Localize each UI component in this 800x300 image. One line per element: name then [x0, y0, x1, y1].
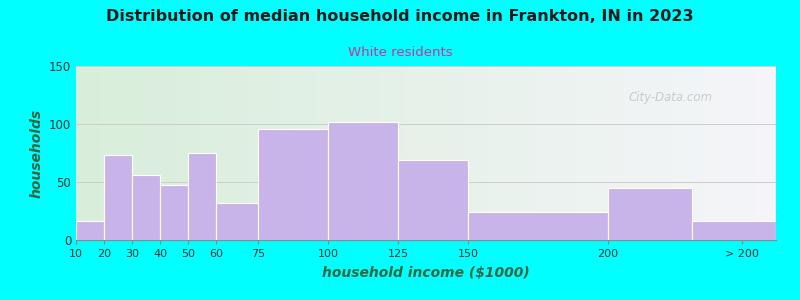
Bar	[188, 153, 216, 240]
Bar	[398, 160, 468, 240]
Bar	[216, 203, 258, 240]
Text: City-Data.com: City-Data.com	[629, 91, 713, 104]
Bar	[468, 212, 608, 240]
Bar	[76, 221, 104, 240]
Bar	[692, 221, 776, 240]
X-axis label: household income ($1000): household income ($1000)	[322, 266, 530, 280]
Bar	[132, 175, 160, 240]
Bar	[104, 155, 132, 240]
Bar	[328, 122, 398, 240]
Text: White residents: White residents	[348, 46, 452, 59]
Bar	[258, 129, 328, 240]
Y-axis label: households: households	[30, 108, 43, 198]
Bar	[160, 185, 188, 240]
Text: Distribution of median household income in Frankton, IN in 2023: Distribution of median household income …	[106, 9, 694, 24]
Bar	[608, 188, 692, 240]
